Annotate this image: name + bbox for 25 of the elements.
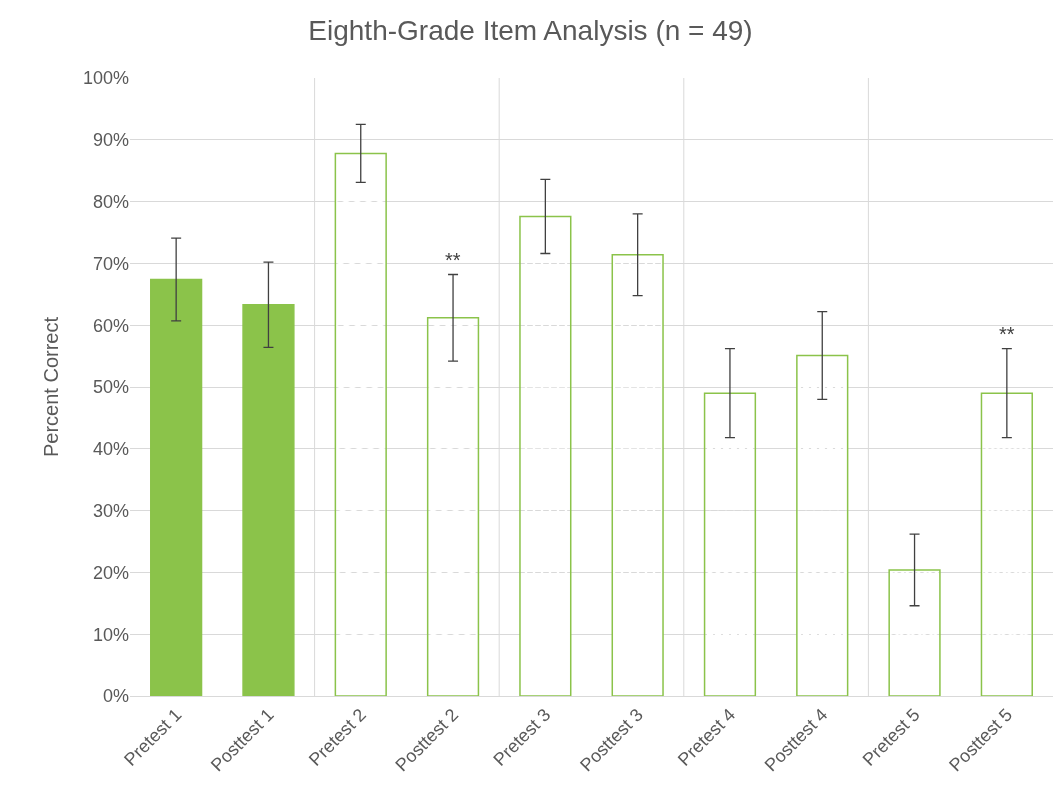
bar — [426, 317, 480, 696]
bar — [334, 152, 387, 696]
y-tick-label: 80% — [92, 191, 129, 212]
chart-title: Eighth-Grade Item Analysis (n = 49) — [308, 14, 753, 46]
bar — [703, 392, 757, 696]
y-tick-label: 40% — [92, 439, 129, 460]
bar — [888, 569, 941, 696]
bar — [519, 215, 572, 696]
y-tick-label: 50% — [92, 377, 129, 398]
annotation: ** — [445, 249, 461, 271]
bar — [980, 392, 1033, 696]
y-tick-label: 60% — [92, 315, 129, 336]
bar — [611, 254, 664, 696]
y-tick-label: 30% — [92, 500, 129, 521]
annotation: ** — [999, 323, 1015, 345]
bar — [150, 278, 203, 696]
y-tick-label: 0% — [102, 686, 129, 707]
y-axis-title: Percent Correct — [40, 316, 63, 458]
y-tick-label: 20% — [92, 562, 129, 583]
y-tick-label: 10% — [92, 624, 129, 645]
bar — [796, 354, 849, 696]
y-tick-label: 90% — [92, 130, 129, 151]
y-tick-label: 100% — [82, 68, 129, 89]
y-tick-label: 70% — [92, 253, 129, 274]
bar — [242, 304, 295, 696]
